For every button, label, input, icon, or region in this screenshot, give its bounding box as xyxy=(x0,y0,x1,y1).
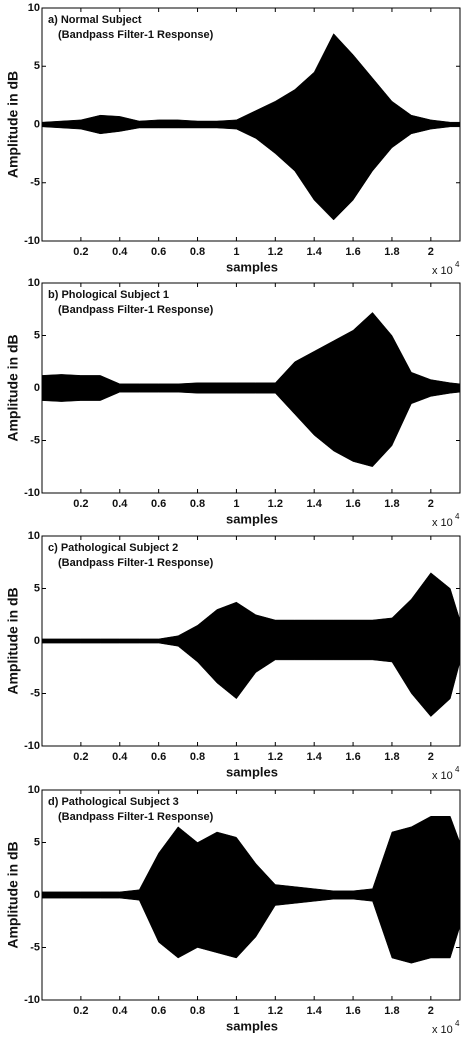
y-tick-label: 0 xyxy=(34,889,40,901)
x-tick-label: 1 xyxy=(233,246,239,258)
subplot-title: d) Pathological Subject 3 xyxy=(48,796,179,808)
subplot-subtitle: (Bandpass Filter-1 Response) xyxy=(58,304,214,316)
x-multiplier-exponent: 4 xyxy=(455,765,460,774)
y-tick-label: 0 xyxy=(34,635,40,647)
y-tick-label: 10 xyxy=(28,277,40,289)
x-tick-label: 1.2 xyxy=(268,498,283,510)
waveform-envelope xyxy=(41,816,461,896)
y-axis-label: Amplitude in dB xyxy=(5,334,21,441)
x-multiplier: x 10 xyxy=(432,517,453,529)
y-tick-label: 10 xyxy=(28,530,40,542)
x-axis-label: samples xyxy=(226,764,278,779)
y-tick-label: -5 xyxy=(30,434,40,446)
x-tick-label: 0.4 xyxy=(112,246,128,258)
x-tick-label: 0.6 xyxy=(151,751,166,763)
x-tick-label: 0.2 xyxy=(73,246,88,258)
y-tick-label: 0 xyxy=(34,382,40,394)
x-tick-label: 1.4 xyxy=(307,751,323,763)
y-tick-label: -10 xyxy=(24,994,40,1006)
y-tick-label: -10 xyxy=(24,235,40,247)
y-tick-label: 0 xyxy=(34,118,40,130)
x-multiplier: x 10 xyxy=(432,265,453,277)
x-tick-label: 2 xyxy=(428,246,434,258)
subplot: -10 -5 0 5 10 0.2 0.4 0.6 0.8 1 1.2 1.4 1.6 1.8 2 a) No… xyxy=(5,2,461,277)
y-axis-label: Amplitude in dB xyxy=(5,71,21,178)
x-multiplier-exponent: 4 xyxy=(455,260,460,269)
x-tick-label: 1.6 xyxy=(345,246,360,258)
y-tick-label: 5 xyxy=(34,329,40,341)
x-tick-label: 2 xyxy=(428,1005,434,1017)
y-tick-label: 10 xyxy=(28,784,40,796)
x-tick-label: 0.8 xyxy=(190,751,205,763)
x-axis-label: samples xyxy=(226,1018,278,1033)
x-tick-label: 0.4 xyxy=(112,498,128,510)
waveform-envelope xyxy=(41,894,461,964)
x-tick-label: 1.8 xyxy=(384,751,399,763)
x-axis-label: samples xyxy=(226,259,278,274)
x-tick-label: 0.2 xyxy=(73,498,88,510)
waveform-envelope xyxy=(41,312,461,389)
y-tick-label: -5 xyxy=(30,941,40,953)
y-tick-label: -10 xyxy=(24,487,40,499)
waveform-envelope xyxy=(41,387,461,468)
subplot-title: c) Pathological Subject 2 xyxy=(48,542,178,554)
y-axis-label: Amplitude in dB xyxy=(5,841,21,948)
waveform-envelope xyxy=(41,572,461,642)
y-tick-label: 5 xyxy=(34,836,40,848)
x-tick-label: 0.8 xyxy=(190,498,205,510)
subplot-title: a) Normal Subject xyxy=(48,14,142,26)
subplot-subtitle: (Bandpass Filter-1 Response) xyxy=(58,29,214,41)
y-tick-label: 5 xyxy=(34,582,40,594)
x-tick-label: 1.6 xyxy=(345,751,360,763)
subplot: -10 -5 0 5 10 0.2 0.4 0.6 0.8 1 1.2 1.4 1.6 1.8 2 c) Pa… xyxy=(5,530,461,782)
x-tick-label: 1.8 xyxy=(384,1005,399,1017)
x-multiplier: x 10 xyxy=(432,770,453,782)
x-tick-label: 1.6 xyxy=(345,498,360,510)
x-tick-label: 1.4 xyxy=(307,246,323,258)
x-tick-label: 0.8 xyxy=(190,246,205,258)
x-tick-label: 0.8 xyxy=(190,1005,205,1017)
subplot-subtitle: (Bandpass Filter-1 Response) xyxy=(58,557,214,569)
waveform-envelope xyxy=(41,640,461,717)
subplot: -10 -5 0 5 10 0.2 0.4 0.6 0.8 1 1.2 1.4 1.6 1.8 2 b) Ph… xyxy=(5,277,461,529)
subplot-subtitle: (Bandpass Filter-1 Response) xyxy=(58,811,214,823)
x-tick-label: 1.4 xyxy=(307,498,323,510)
y-tick-label: 10 xyxy=(28,2,40,14)
x-tick-label: 0.2 xyxy=(73,751,88,763)
x-tick-label: 0.6 xyxy=(151,1005,166,1017)
x-tick-label: 2 xyxy=(428,751,434,763)
x-tick-label: 1.8 xyxy=(384,498,399,510)
x-tick-label: 1.8 xyxy=(384,246,399,258)
x-tick-label: 2 xyxy=(428,498,434,510)
x-tick-label: 1 xyxy=(233,498,239,510)
x-tick-label: 0.2 xyxy=(73,1005,88,1017)
y-axis-label: Amplitude in dB xyxy=(5,587,21,694)
x-tick-label: 1.4 xyxy=(307,1005,323,1017)
y-tick-label: -5 xyxy=(30,177,40,189)
x-tick-label: 1.2 xyxy=(268,1005,283,1017)
y-tick-label: -10 xyxy=(24,740,40,752)
x-axis-label: samples xyxy=(226,511,278,526)
y-tick-label: 5 xyxy=(34,60,40,72)
x-tick-label: 0.6 xyxy=(151,246,166,258)
x-tick-label: 1.2 xyxy=(268,751,283,763)
waveform-envelope xyxy=(41,124,461,221)
x-multiplier-exponent: 4 xyxy=(455,1019,460,1028)
x-multiplier: x 10 xyxy=(432,1024,453,1036)
x-tick-label: 1.2 xyxy=(268,246,283,258)
x-tick-label: 1 xyxy=(233,1005,239,1017)
subplot: -10 -5 0 5 10 0.2 0.4 0.6 0.8 1 1.2 1.4 1.6 1.8 2 d) Pa… xyxy=(5,784,461,1036)
x-tick-label: 0.4 xyxy=(112,1005,128,1017)
x-multiplier-exponent: 4 xyxy=(455,512,460,521)
subplot-title: b) Phological Subject 1 xyxy=(48,289,169,301)
waveform-envelope xyxy=(41,33,461,125)
y-tick-label: -5 xyxy=(30,687,40,699)
x-tick-label: 0.6 xyxy=(151,498,166,510)
x-tick-label: 1.6 xyxy=(345,1005,360,1017)
x-tick-label: 0.4 xyxy=(112,751,128,763)
x-tick-label: 1 xyxy=(233,751,239,763)
